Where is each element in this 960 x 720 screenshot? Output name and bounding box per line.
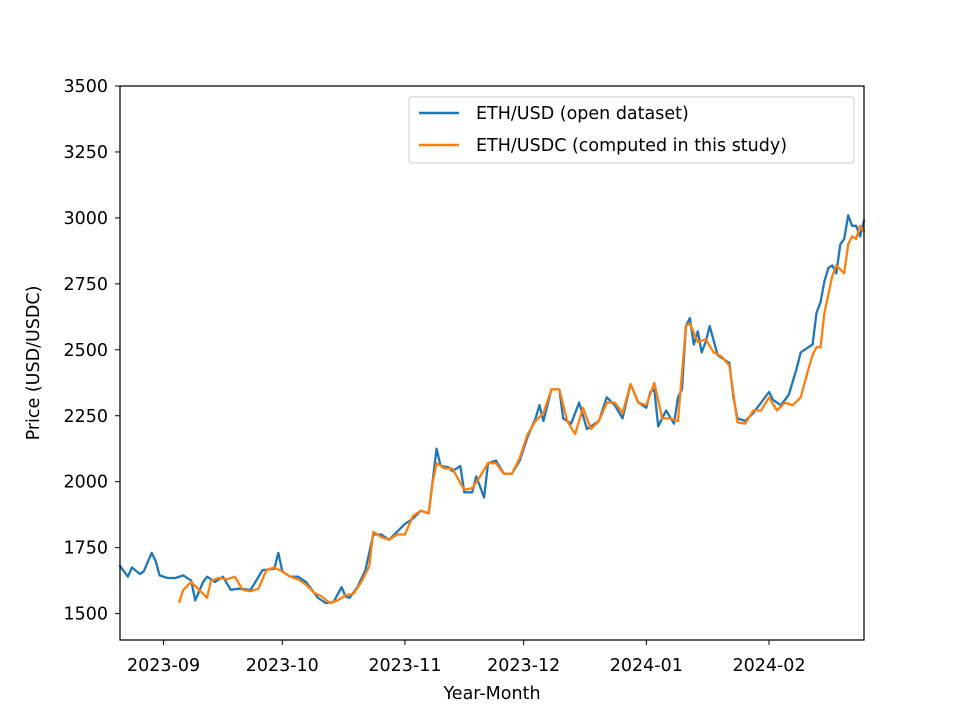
x-axis: 2023-09 2023-10 2023-11 2023-12 2024-01 2024-… [127,640,806,676]
x-tick-label: 2024-02 [732,656,805,676]
series-line-eth-usd [118,214,866,605]
x-tick-label: 2024-01 [610,656,683,676]
legend-label-eth-usd: ETH/USD (open dataset) [476,104,689,124]
plot-frame [119,85,865,641]
y-tick-label: 3000 [63,209,108,229]
y-tick-label: 3500 [63,77,108,97]
y-tick-label: 3250 [63,143,108,163]
y-tick-label: 2500 [63,341,108,361]
y-tick-label: 2750 [63,275,108,295]
x-tick-label: 2023-10 [246,656,319,676]
legend-label-eth-usdc: ETH/USDC (computed in this study) [476,136,787,156]
legend-box [408,96,855,164]
y-tick-label: 2000 [63,473,108,493]
series-layer [118,214,866,605]
x-tick-label: 2023-12 [487,656,560,676]
plot-area [118,85,866,641]
y-tick-label: 1750 [63,539,108,559]
y-axis-title: Price (USD/USDC) [24,286,44,441]
y-axis: 1500 1750 2000 2250 2500 2750 3000 3250 3500 [63,77,120,625]
series-line-eth-usdc [177,224,866,605]
legend: ETH/USD (open dataset) ETH/USDC (compute… [408,96,855,164]
x-axis-title: Year-Month [442,684,540,704]
x-tick-label: 2023-09 [127,656,200,676]
y-tick-label: 1500 [63,605,108,625]
y-tick-label: 2250 [63,407,108,427]
x-tick-label: 2023-11 [368,656,441,676]
